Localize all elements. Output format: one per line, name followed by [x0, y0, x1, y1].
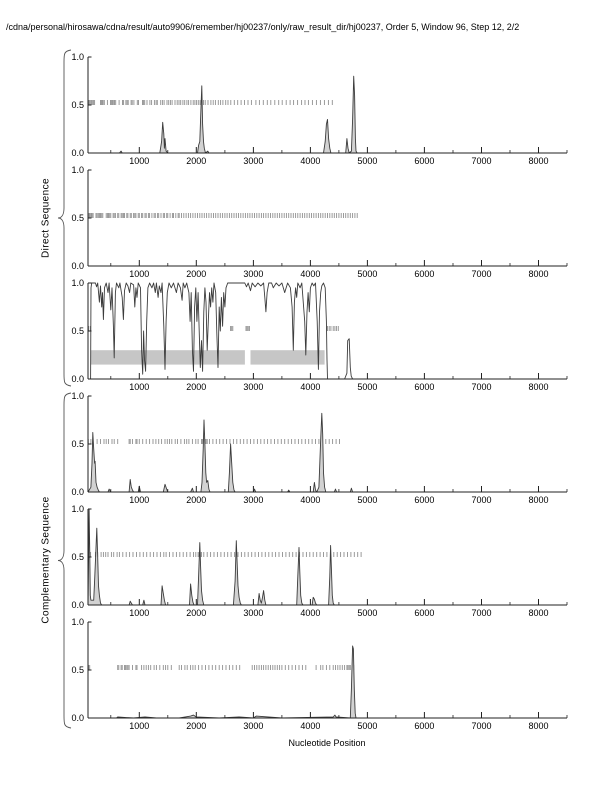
x-tick-label: 1000: [129, 269, 149, 279]
x-tick-label: 8000: [528, 608, 548, 618]
x-tick-label: 2000: [186, 269, 206, 279]
x-tick-label: 2000: [186, 721, 206, 731]
x-tick-label: 1000: [129, 721, 149, 731]
coding-region-bar: [90, 350, 245, 365]
x-tick-label: 1000: [129, 156, 149, 166]
signal-fill: [88, 413, 567, 492]
x-tick-label: 1000: [129, 495, 149, 505]
x-tick-label: 3000: [243, 721, 263, 731]
signal-line: [88, 645, 567, 719]
x-tick-label: 5000: [357, 495, 377, 505]
x-tick-label: 2000: [186, 156, 206, 166]
y-tick-label: 0.5: [71, 213, 84, 223]
signal-fill: [88, 76, 567, 153]
x-tick-label: 7000: [471, 156, 491, 166]
x-tick-label: 1000: [129, 608, 149, 618]
x-tick-label: 3000: [243, 269, 263, 279]
x-tick-label: 3000: [243, 382, 263, 392]
x-tick-label: 8000: [528, 156, 548, 166]
y-tick-label: 1.0: [71, 278, 84, 288]
x-tick-label: 2000: [186, 608, 206, 618]
x-tick-label: 8000: [528, 721, 548, 731]
y-tick-label: 0.0: [71, 487, 84, 497]
x-tick-label: 3000: [243, 608, 263, 618]
y-tick-label: 0.5: [71, 665, 84, 675]
signal-line: [87, 508, 567, 606]
x-tick-label: 4000: [300, 156, 320, 166]
coding-region-bar: [250, 350, 325, 365]
y-tick-label: 0.5: [71, 439, 84, 449]
panel-complementary-frame-3: 0.0 0.5 1.0 1000 2000 3000 4000 5000 6000 7000 800…: [71, 617, 568, 731]
x-tick-label: 2000: [186, 495, 206, 505]
y-tick-label: 1.0: [71, 504, 84, 514]
x-tick-label: 4000: [300, 382, 320, 392]
x-tick-label: 6000: [414, 608, 434, 618]
x-tick-label: 5000: [357, 608, 377, 618]
y-tick-label: 0.0: [71, 713, 84, 723]
x-tick-label: 7000: [471, 269, 491, 279]
x-axis-title: Nucleotide Position: [288, 738, 366, 748]
x-tick-label: 7000: [471, 382, 491, 392]
x-tick-label: 3000: [243, 156, 263, 166]
x-tick-label: 4000: [300, 721, 320, 731]
panel-complementary-frame-2: 0.0 0.5 1.0 1000 2000 3000 4000 5000 6000 7000 800…: [71, 504, 568, 618]
x-tick-label: 8000: [528, 495, 548, 505]
x-tick-label: 7000: [471, 495, 491, 505]
x-tick-label: 5000: [357, 382, 377, 392]
panel-direct-frame-2: 0.0 0.5 1.0 1000 2000 3000 4000 5000 6000 7000 800…: [71, 165, 568, 279]
x-tick-label: 5000: [357, 269, 377, 279]
x-tick-label: 8000: [528, 382, 548, 392]
x-tick-label: 6000: [414, 495, 434, 505]
x-tick-label: 1000: [129, 382, 149, 392]
y-tick-label: 0.0: [71, 261, 84, 271]
signal-fill: [88, 646, 567, 718]
y-tick-label: 1.0: [71, 165, 84, 175]
y-tick-label: 0.0: [71, 600, 84, 610]
x-tick-label: 6000: [414, 156, 434, 166]
y-tick-label: 0.0: [71, 148, 84, 158]
x-tick-label: 6000: [414, 382, 434, 392]
group-brace: [57, 392, 72, 729]
report-title: /cdna/personal/hirosawa/cdna/result/auto…: [6, 22, 520, 32]
x-tick-label: 5000: [357, 156, 377, 166]
x-tick-label: 5000: [357, 721, 377, 731]
y-tick-label: 0.5: [71, 326, 84, 336]
x-tick-label: 2000: [186, 382, 206, 392]
y-tick-label: 1.0: [71, 52, 84, 62]
signal-line: [88, 282, 567, 380]
x-tick-label: 6000: [414, 269, 434, 279]
x-tick-label: 7000: [471, 608, 491, 618]
signal-line: [87, 412, 567, 493]
panel-direct-frame-3: 0.0 0.5 1.0 1000 2000 3000 4000 5000 6000 7000 800…: [71, 278, 568, 392]
x-tick-label: 8000: [528, 269, 548, 279]
panel-direct-frame-1: 0.0 0.5 1.0 1000 2000 3000 4000 5000 6000 7000 800…: [71, 52, 568, 166]
y-tick-label: 0.5: [71, 552, 84, 562]
y-tick-label: 0.5: [71, 100, 84, 110]
x-tick-label: 4000: [300, 608, 320, 618]
x-tick-label: 4000: [300, 269, 320, 279]
x-tick-label: 3000: [243, 495, 263, 505]
y-tick-label: 1.0: [71, 391, 84, 401]
x-tick-label: 4000: [300, 495, 320, 505]
y-tick-label: 0.0: [71, 374, 84, 384]
group-brace: [57, 49, 72, 387]
y-tick-label: 1.0: [71, 617, 84, 627]
x-tick-label: 7000: [471, 721, 491, 731]
panel-complementary-frame-1: 0.0 0.5 1.0 1000 2000 3000 4000 5000 6000 7000 800…: [71, 391, 568, 505]
x-tick-label: 6000: [414, 721, 434, 731]
signal-fill: [88, 509, 567, 605]
signal-line: [88, 75, 567, 154]
